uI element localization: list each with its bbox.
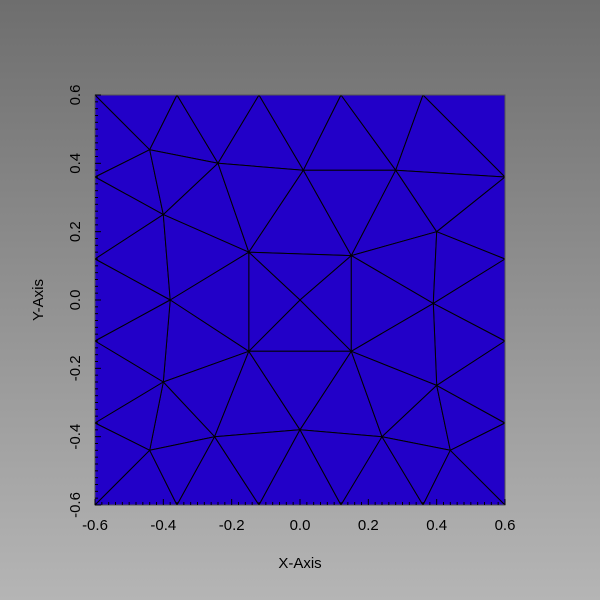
x-axis-label: X-Axis	[278, 555, 321, 572]
tick-labels: -0.6 -0.4 -0.2 0.0 0.2 0.4 0.6 -0.6 -0.4 -0.2 0.0 0…	[67, 85, 515, 534]
y-tick-label: 0.6	[67, 85, 84, 106]
y-tick-label: 0.4	[67, 153, 84, 174]
y-tick-label: 0.0	[67, 290, 84, 311]
y-tick-label: -0.6	[67, 492, 84, 518]
y-axis-label: Y-Axis	[30, 279, 47, 321]
axis-ticks	[94, 94, 506, 506]
x-tick-label: -0.2	[219, 517, 245, 534]
x-tick-label: 0.2	[358, 517, 379, 534]
y-tick-label: -0.2	[67, 355, 84, 381]
x-tick-label: 0.0	[290, 517, 311, 534]
mesh-triangles	[94, 94, 506, 506]
y-tick-label: 0.2	[67, 221, 84, 242]
x-tick-label: -0.6	[82, 517, 108, 534]
x-tick-label: 0.4	[426, 517, 447, 534]
x-tick-label: -0.4	[150, 517, 176, 534]
x-tick-label: 0.6	[495, 517, 516, 534]
y-tick-label: -0.4	[67, 424, 84, 450]
